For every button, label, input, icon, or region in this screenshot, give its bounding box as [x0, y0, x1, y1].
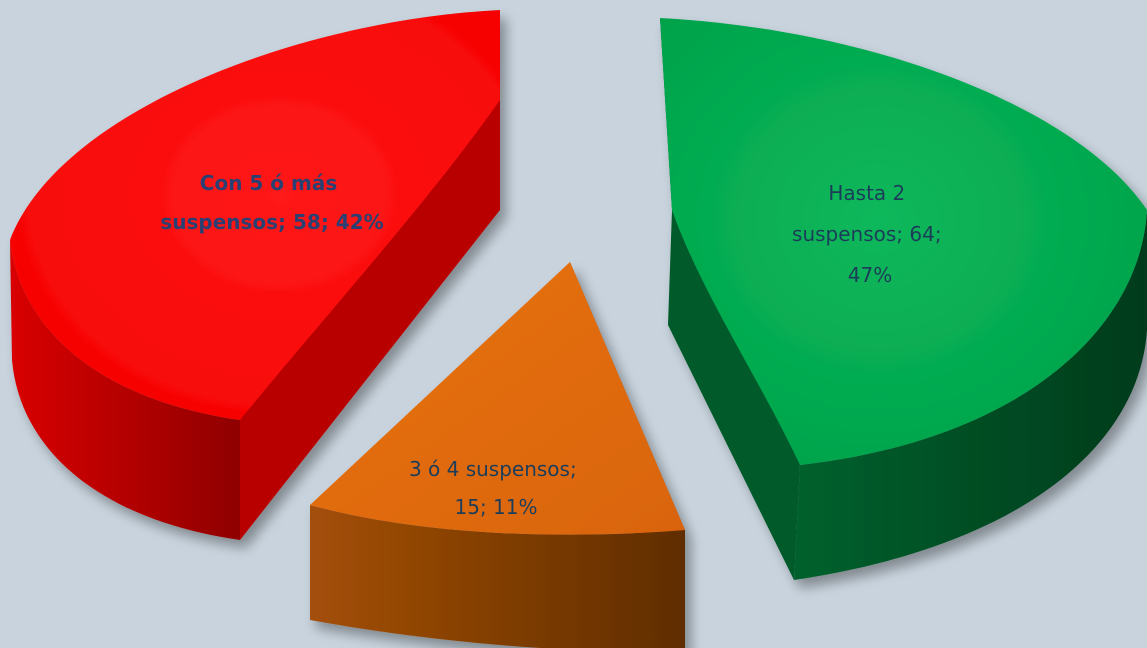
slice-5-o-mas-label: Con 5 ó más suspensos; 58; 42%: [160, 171, 383, 234]
slice-3-o-4-side: [310, 505, 685, 648]
slice-hasta-2-top: [660, 18, 1147, 465]
slice-3-o-4-top: [310, 262, 685, 535]
slice-hasta-2-side: [794, 210, 1147, 580]
slice-3-o-4-label: 3 ó 4 suspensos; 15; 11%: [409, 457, 583, 519]
slice-5-o-mas: Con 5 ó más suspensos; 58; 42%: [10, 10, 500, 540]
slice-3-o-4: 3 ó 4 suspensos; 15; 11%: [310, 262, 685, 648]
slice-3-o-4-label-line-1: 3 ó 4 suspensos;: [409, 457, 577, 481]
slice-hasta-2-label-line-3: 47%: [848, 263, 892, 287]
slice-5-o-mas-label-line-2: suspensos; 58; 42%: [160, 210, 383, 234]
slice-5-o-mas-side: [10, 240, 240, 540]
slice-5-o-mas-top: [10, 10, 500, 420]
slice-hasta-2-label-line-2: suspensos; 64;: [792, 222, 942, 246]
slice-hasta-2: Hasta 2 suspensos; 64; 47%: [660, 18, 1147, 580]
slice-hasta-2-label-line-1: Hasta 2: [828, 181, 905, 205]
slice-5-o-mas-label-line-1: Con 5 ó más: [200, 171, 337, 195]
slice-3-o-4-label-line-2: 15; 11%: [455, 495, 538, 519]
slice-hasta-2-label: Hasta 2 suspensos; 64; 47%: [792, 181, 948, 287]
